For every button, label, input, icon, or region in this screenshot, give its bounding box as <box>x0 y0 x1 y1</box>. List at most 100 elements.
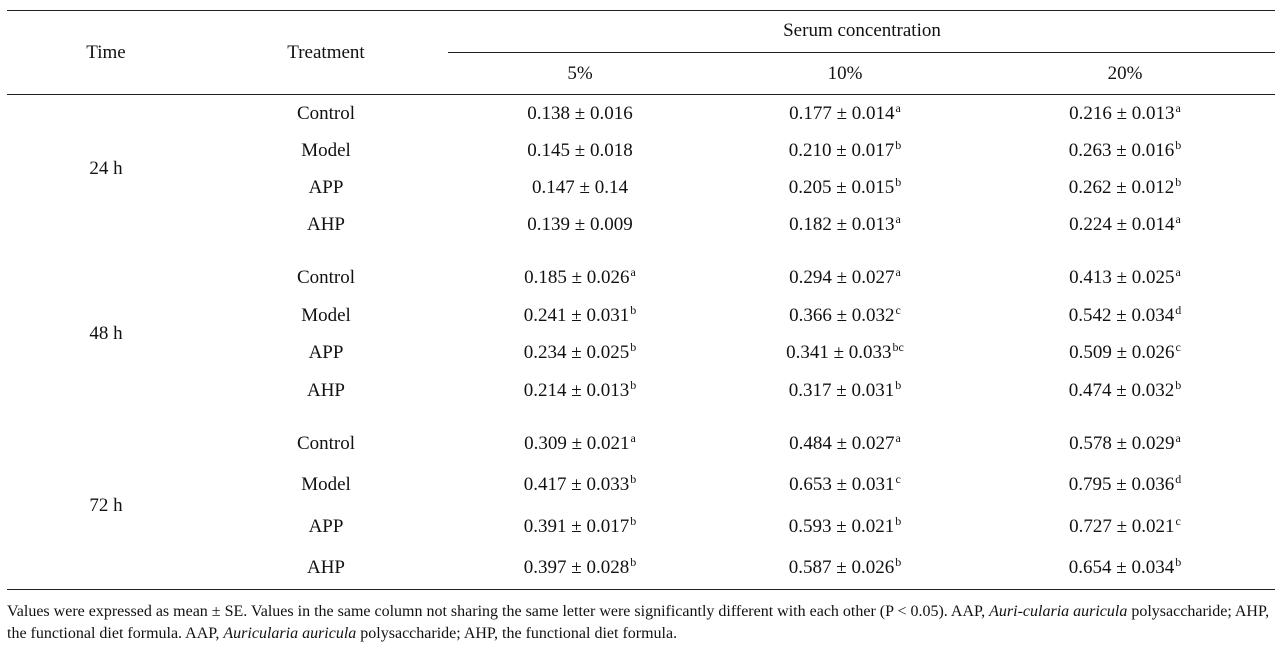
cell-value: 0.241 ± 0.031 <box>523 305 630 326</box>
cell-value: 0.185 ± 0.026 <box>524 267 630 288</box>
cell-value: 0.210 ± 0.017 <box>788 140 895 161</box>
table-cell: 0.397 ± 0.028b <box>524 555 637 579</box>
significance-letter: b <box>1175 555 1182 569</box>
cell-value: 0.224 ± 0.014 <box>1069 214 1175 235</box>
cell-value: 0.578 ± 0.029 <box>1069 433 1175 454</box>
table-cell: 0.795 ± 0.036d <box>1068 473 1181 496</box>
cell-value: 0.177 ± 0.014 <box>789 103 895 124</box>
cell-value: 0.417 ± 0.033 <box>523 474 630 495</box>
cell-value: 0.341 ± 0.033 <box>786 342 892 363</box>
table-cell: 0.578 ± 0.029a <box>1069 431 1181 455</box>
cell-value: 0.147 ± 0.14 <box>532 177 628 198</box>
table-bottom-rule <box>7 589 1275 590</box>
treatment-label: Model <box>301 305 351 326</box>
treatment-label: Model <box>301 474 351 495</box>
table-cell: 0.413 ± 0.025a <box>1069 265 1181 289</box>
treatment-label: APP <box>308 516 344 537</box>
treatment-label: Control <box>296 103 356 124</box>
cell-value: 0.182 ± 0.013 <box>789 214 895 235</box>
table-cell: 0.484 ± 0.027a <box>789 431 901 455</box>
significance-letter: b <box>630 340 637 354</box>
significance-letter: d <box>1175 303 1182 317</box>
treatment-label: APP <box>308 342 344 363</box>
header-concentration-20: 20% <box>1107 63 1143 84</box>
table-cell: 0.366 ± 0.032c <box>789 304 901 327</box>
significance-letter: a <box>630 265 636 279</box>
cell-value: 0.542 ± 0.034 <box>1068 305 1175 326</box>
table-cell: 0.139 ± 0.009 <box>527 214 632 236</box>
significance-letter: b <box>630 378 637 392</box>
header-serum-concentration: Serum concentration <box>783 20 941 41</box>
significance-letter: b <box>895 378 902 392</box>
time-label: 72 h <box>89 495 123 516</box>
table-cell: 0.727 ± 0.021c <box>1069 514 1181 538</box>
table-cell: 0.185 ± 0.026a <box>524 265 636 289</box>
cell-value: 0.262 ± 0.012 <box>1068 177 1175 198</box>
significance-letter: a <box>1175 101 1181 115</box>
table-top-rule <box>7 10 1275 11</box>
time-label: 48 h <box>89 323 123 344</box>
significance-letter: a <box>1175 212 1181 226</box>
significance-letter: b <box>630 555 637 569</box>
table-cell: 0.417 ± 0.033b <box>523 473 636 496</box>
cell-value: 0.509 ± 0.026 <box>1069 342 1175 363</box>
table-cell: 0.593 ± 0.021b <box>789 514 902 538</box>
footnote-text-2: polysaccharide; AHP, the functional diet… <box>7 603 1270 642</box>
significance-letter: c <box>1175 514 1181 528</box>
footnote-species-1: Auri-cularia auricula <box>989 603 1128 620</box>
header-bottom-rule <box>7 94 1275 95</box>
significance-letter: a <box>895 101 901 115</box>
significance-letter: a <box>895 431 901 445</box>
significance-letter: b <box>895 555 902 569</box>
cell-value: 0.205 ± 0.015 <box>788 177 895 198</box>
serum-group-rule <box>448 52 1275 53</box>
table-cell: 0.474 ± 0.032b <box>1069 378 1182 402</box>
significance-letter: bc <box>892 340 904 354</box>
table-cell: 0.309 ± 0.021a <box>524 431 636 455</box>
significance-letter: a <box>1175 431 1181 445</box>
significance-letter: b <box>1175 175 1182 189</box>
table-cell: 0.509 ± 0.026c <box>1069 341 1181 364</box>
significance-letter: a <box>895 212 901 226</box>
significance-letter: c <box>895 472 901 486</box>
table-cell: 0.391 ± 0.017b <box>524 514 637 538</box>
significance-letter: b <box>1175 138 1182 152</box>
cell-value: 0.795 ± 0.036 <box>1068 474 1175 495</box>
cell-value: 0.294 ± 0.027 <box>789 267 895 288</box>
treatment-label: Model <box>301 140 351 161</box>
cell-value: 0.587 ± 0.026 <box>788 557 895 578</box>
cell-value: 0.263 ± 0.016 <box>1068 140 1175 161</box>
significance-letter: a <box>630 431 636 445</box>
significance-letter: b <box>895 175 902 189</box>
table-cell: 0.542 ± 0.034d <box>1068 303 1182 327</box>
significance-letter: b <box>630 514 637 528</box>
table-cell: 0.205 ± 0.015b <box>788 175 902 199</box>
treatment-label: AHP <box>306 214 346 235</box>
cell-value: 0.484 ± 0.027 <box>789 433 895 454</box>
table-cell: 0.147 ± 0.14 <box>532 177 628 199</box>
cell-value: 0.654 ± 0.034 <box>1068 557 1175 578</box>
table-cell: 0.234 ± 0.025b <box>523 340 637 364</box>
table-cell: 0.653 ± 0.031c <box>789 472 901 496</box>
table-cell: 0.216 ± 0.013a <box>1069 101 1181 125</box>
significance-letter: b <box>1175 378 1182 392</box>
cell-value: 0.653 ± 0.031 <box>789 474 895 495</box>
table-cell: 0.317 ± 0.031b <box>788 378 902 402</box>
treatment-label: APP <box>308 177 344 198</box>
treatment-label: Control <box>296 433 356 454</box>
table-cell: 0.210 ± 0.017b <box>788 138 902 162</box>
header-concentration-10: 10% <box>827 63 863 84</box>
table-cell: 0.224 ± 0.014a <box>1069 212 1181 236</box>
significance-letter: b <box>895 138 902 152</box>
cell-value: 0.216 ± 0.013 <box>1069 103 1175 124</box>
cell-value: 0.366 ± 0.032 <box>789 305 895 326</box>
significance-letter: a <box>1175 265 1181 279</box>
cell-value: 0.214 ± 0.013 <box>523 380 630 401</box>
significance-letter: b <box>895 514 902 528</box>
cell-value: 0.234 ± 0.025 <box>523 342 630 363</box>
treatment-label: AHP <box>306 380 346 401</box>
cell-value: 0.727 ± 0.021 <box>1069 516 1175 537</box>
table-cell: 0.263 ± 0.016b <box>1068 138 1182 162</box>
cell-value: 0.139 ± 0.009 <box>527 214 633 235</box>
cell-value: 0.317 ± 0.031 <box>788 380 895 401</box>
